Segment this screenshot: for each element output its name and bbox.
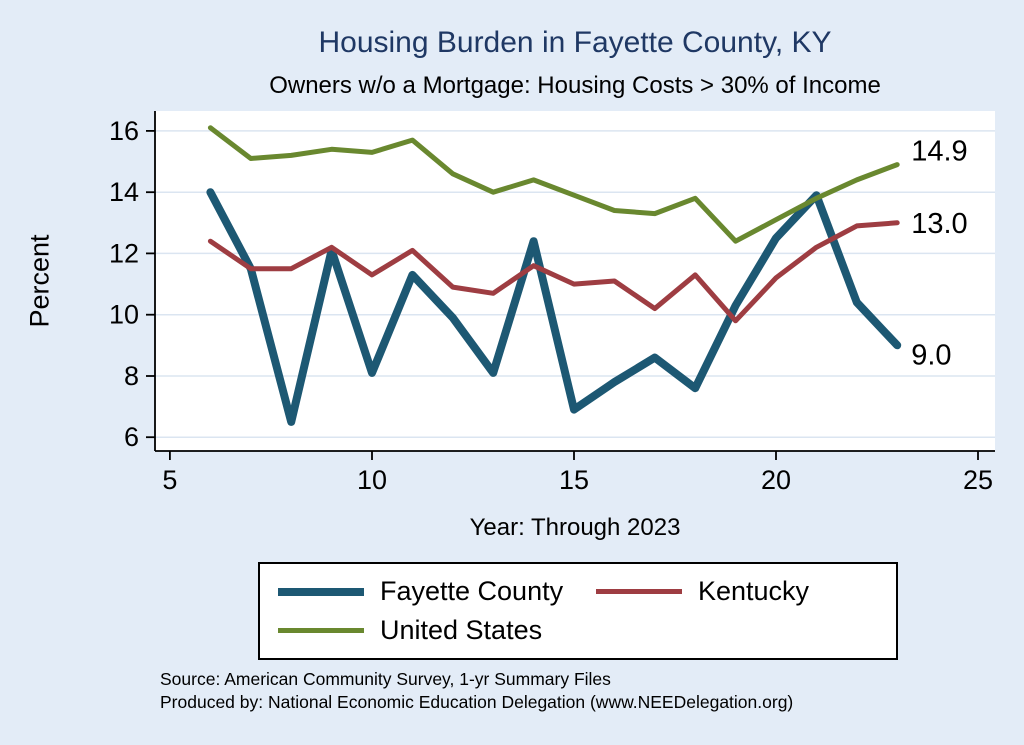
y-axis-title: Percent — [24, 234, 55, 328]
x-tick-label: 10 — [357, 465, 387, 495]
end-label-kentucky: 13.0 — [911, 208, 967, 240]
series-line-fayette-county — [206, 188, 902, 426]
footnotes: Source: American Community Survey, 1-yr … — [160, 668, 793, 714]
chart-subtitle: Owners w/o a Mortgage: Housing Costs > 3… — [269, 72, 881, 99]
x-axis-title: Year: Through 2023 — [469, 514, 681, 541]
legend: Fayette County Kentucky United States — [258, 562, 898, 660]
plot: 6 8 10 12 14 16 5 10 15 20 25 9.0 13.0 14.9 — [109, 111, 995, 495]
legend-label-fayette-county: Fayette County — [380, 576, 564, 606]
kentucky-line-swatch — [596, 589, 682, 594]
fayette-county-line-swatch — [278, 587, 364, 596]
end-label-fayette-county: 9.0 — [911, 339, 951, 371]
legend-label-united-states: United States — [380, 615, 543, 645]
series-line-united-states — [207, 125, 900, 244]
x-tick-label: 25 — [963, 465, 993, 495]
united-states-line-swatch — [278, 628, 364, 633]
legend-item-united-states: United States — [278, 615, 596, 646]
x-tick-label: 20 — [761, 465, 791, 495]
end-label-united-states: 14.9 — [911, 136, 967, 168]
legend-item-kentucky: Kentucky — [596, 576, 896, 607]
produced-by-note: Produced by: National Economic Education… — [160, 692, 794, 713]
chart-title: Housing Burden in Fayette County, KY — [318, 26, 832, 59]
x-tick-label: 5 — [162, 465, 177, 495]
y-tick-label: 6 — [124, 422, 139, 452]
y-tick-label: 8 — [124, 361, 139, 391]
series-line-kentucky — [207, 220, 900, 324]
y-tick-label: 10 — [109, 300, 139, 330]
source-note: Source: American Community Survey, 1-yr … — [160, 669, 611, 689]
x-tick-label: 15 — [559, 465, 589, 495]
legend-item-fayette-county: Fayette County — [278, 576, 596, 607]
y-tick-label: 12 — [109, 238, 139, 268]
y-tick-label: 16 — [109, 116, 139, 146]
legend-label-kentucky: Kentucky — [698, 576, 810, 606]
y-tick-label: 14 — [109, 177, 139, 207]
